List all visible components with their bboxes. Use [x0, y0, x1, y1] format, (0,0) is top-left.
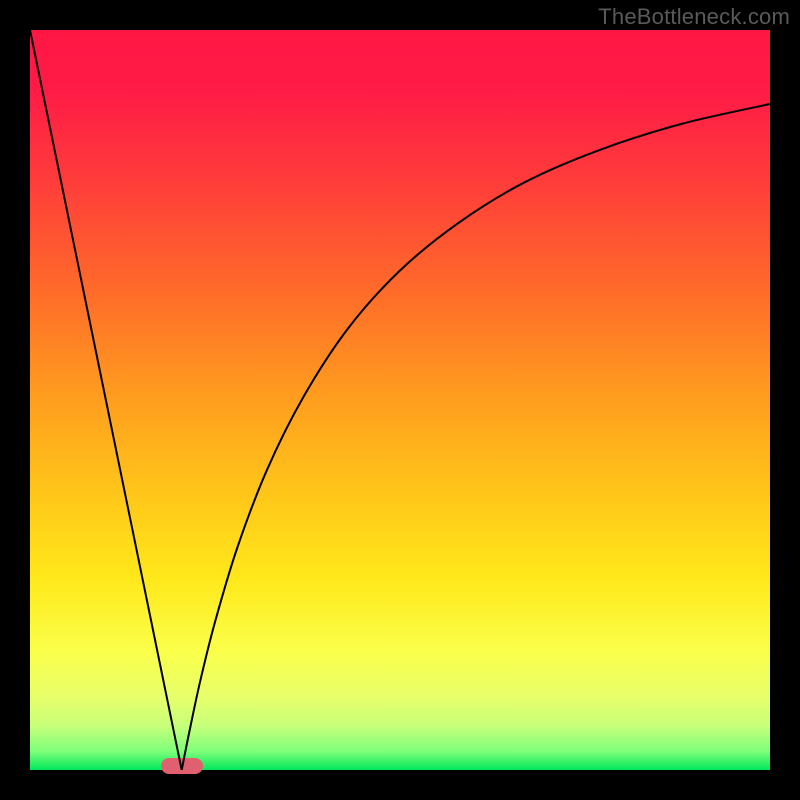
frame: TheBottleneck.com	[0, 0, 800, 800]
plot-area	[30, 30, 770, 770]
bottleneck-curve	[30, 30, 770, 770]
curve-right-branch	[182, 104, 770, 770]
curve-left-branch	[30, 30, 182, 770]
watermark-text: TheBottleneck.com	[598, 4, 790, 30]
